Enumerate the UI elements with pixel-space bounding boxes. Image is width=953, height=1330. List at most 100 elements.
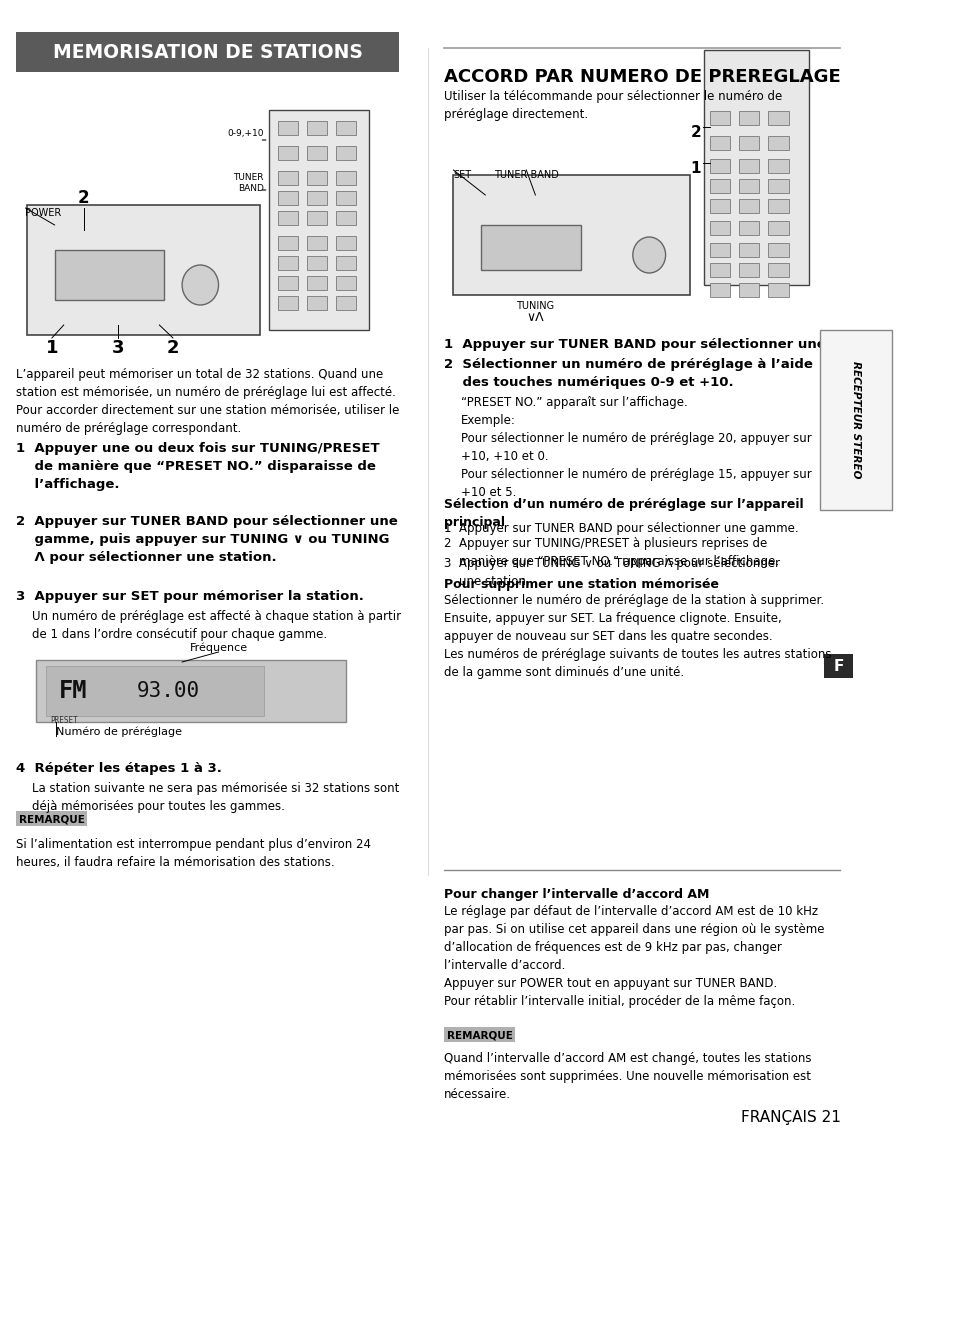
Text: ∨Λ: ∨Λ xyxy=(526,310,543,323)
Bar xyxy=(739,283,759,297)
Bar xyxy=(703,51,808,285)
Text: 3  Appuyer sur TUNING ∨ ou TUNING Λ pour sélectionner
    une station.: 3 Appuyer sur TUNING ∨ ou TUNING Λ pour … xyxy=(444,557,780,588)
Bar xyxy=(307,121,327,136)
Text: 2  Sélectionner un numéro de préréglage à l’aide
    des touches numériques 0-9 : 2 Sélectionner un numéro de préréglage à… xyxy=(444,358,812,388)
Bar xyxy=(768,200,788,213)
Text: REMARQUE: REMARQUE xyxy=(19,814,85,825)
Bar xyxy=(709,160,729,173)
FancyBboxPatch shape xyxy=(444,1027,515,1041)
Bar xyxy=(277,211,297,225)
Bar xyxy=(739,136,759,150)
Text: Fréquence: Fréquence xyxy=(190,642,248,653)
Bar xyxy=(768,160,788,173)
FancyBboxPatch shape xyxy=(823,654,852,678)
Text: MEMORISATION DE STATIONS: MEMORISATION DE STATIONS xyxy=(52,43,362,61)
Bar xyxy=(709,136,729,150)
Text: RECEPTEUR STEREO: RECEPTEUR STEREO xyxy=(850,362,860,479)
Bar xyxy=(277,297,297,310)
Text: L’appareil peut mémoriser un total de 32 stations. Quand une
station est mémoris: L’appareil peut mémoriser un total de 32… xyxy=(16,368,399,435)
Bar xyxy=(36,660,346,722)
Circle shape xyxy=(182,265,218,305)
Bar xyxy=(709,221,729,235)
Bar xyxy=(277,235,297,250)
Text: POWER: POWER xyxy=(26,207,62,218)
Text: 1: 1 xyxy=(690,161,700,176)
Bar xyxy=(768,263,788,277)
Bar xyxy=(739,180,759,193)
Text: 3  Appuyer sur SET pour mémoriser la station.: 3 Appuyer sur SET pour mémoriser la stat… xyxy=(16,591,364,602)
Bar xyxy=(739,200,759,213)
Bar xyxy=(739,110,759,125)
Text: 1  Appuyer sur TUNER BAND pour sélectionner une gamme.: 1 Appuyer sur TUNER BAND pour sélectionn… xyxy=(444,521,798,535)
Text: Pour supprimer une station mémorisée: Pour supprimer une station mémorisée xyxy=(444,579,719,591)
Bar xyxy=(54,250,164,301)
Bar xyxy=(768,243,788,257)
Circle shape xyxy=(632,237,665,273)
Text: ACCORD PAR NUMERO DE PREREGLAGE: ACCORD PAR NUMERO DE PREREGLAGE xyxy=(444,68,841,86)
Bar xyxy=(46,666,264,716)
Text: F: F xyxy=(833,658,842,673)
Text: 0-9,+10: 0-9,+10 xyxy=(228,129,264,137)
Bar xyxy=(768,136,788,150)
Text: 1: 1 xyxy=(46,339,58,356)
Bar xyxy=(335,192,355,205)
Text: 2  Appuyer sur TUNING/PRESET à plusieurs reprises de
    manière que “PRESET NO.: 2 Appuyer sur TUNING/PRESET à plusieurs … xyxy=(444,537,779,568)
Bar xyxy=(307,255,327,270)
Text: SET: SET xyxy=(453,170,471,180)
Bar xyxy=(335,211,355,225)
Bar xyxy=(768,180,788,193)
Bar xyxy=(335,235,355,250)
Text: Sélectionner le numéro de préréglage de la station à supprimer.
Ensuite, appuyer: Sélectionner le numéro de préréglage de … xyxy=(444,595,831,680)
Bar xyxy=(739,263,759,277)
Text: TUNER BAND: TUNER BAND xyxy=(494,170,558,180)
Text: 2: 2 xyxy=(690,125,700,140)
Bar xyxy=(739,221,759,235)
Text: FM: FM xyxy=(58,680,87,704)
Bar xyxy=(277,146,297,160)
Text: Pour changer l’intervalle d’accord AM: Pour changer l’intervalle d’accord AM xyxy=(444,888,709,900)
Text: 2  Appuyer sur TUNER BAND pour sélectionner une
    gamme, puis appuyer sur TUNI: 2 Appuyer sur TUNER BAND pour sélectionn… xyxy=(16,515,397,564)
Text: Quand l’intervalle d’accord AM est changé, toutes les stations
mémorisées sont s: Quand l’intervalle d’accord AM est chang… xyxy=(444,1052,811,1101)
Bar xyxy=(277,277,297,290)
Text: Numéro de préréglage: Numéro de préréglage xyxy=(56,726,182,737)
Text: 93.00: 93.00 xyxy=(136,681,200,701)
Text: La station suivante ne sera pas mémorisée si 32 stations sont
déjà mémorisées po: La station suivante ne sera pas mémorisé… xyxy=(31,782,398,813)
Bar xyxy=(335,255,355,270)
Bar xyxy=(335,146,355,160)
Text: 2: 2 xyxy=(78,189,90,207)
Bar xyxy=(277,121,297,136)
Bar xyxy=(768,110,788,125)
Bar xyxy=(335,277,355,290)
FancyBboxPatch shape xyxy=(16,811,88,826)
Bar xyxy=(709,243,729,257)
Bar xyxy=(480,225,580,270)
Bar xyxy=(277,255,297,270)
Bar xyxy=(768,221,788,235)
Text: Si l’alimentation est interrompue pendant plus d’environ 24
heures, il faudra re: Si l’alimentation est interrompue pendan… xyxy=(16,838,371,868)
Bar xyxy=(709,200,729,213)
Bar xyxy=(28,205,259,335)
Bar xyxy=(335,297,355,310)
Text: TUNING: TUNING xyxy=(516,301,554,311)
Bar xyxy=(739,160,759,173)
Text: FRANÇAIS 21: FRANÇAIS 21 xyxy=(740,1111,840,1125)
Text: PRESET: PRESET xyxy=(50,716,78,725)
Text: REMARQUE: REMARQUE xyxy=(446,1029,513,1040)
Bar xyxy=(453,176,689,295)
Text: Utiliser la télécommande pour sélectionner le numéro de
préréglage directement.: Utiliser la télécommande pour sélectionn… xyxy=(444,90,781,121)
Text: 1  Appuyer sur TUNER BAND pour sélectionner une gamme.: 1 Appuyer sur TUNER BAND pour sélectionn… xyxy=(444,338,890,351)
Bar xyxy=(307,172,327,185)
Text: “PRESET NO.” apparaît sur l’affichage.
Exemple:
Pour sélectionner le numéro de p: “PRESET NO.” apparaît sur l’affichage. E… xyxy=(460,396,811,499)
Bar xyxy=(739,243,759,257)
Bar xyxy=(269,110,369,330)
FancyBboxPatch shape xyxy=(16,32,398,72)
Text: Sélection d’un numéro de préréglage sur l’appareil
principal: Sélection d’un numéro de préréglage sur … xyxy=(444,497,803,528)
Bar xyxy=(307,277,327,290)
Bar xyxy=(307,146,327,160)
Bar xyxy=(709,180,729,193)
Text: Un numéro de préréglage est affecté à chaque station à partir
de 1 dans l’ordre : Un numéro de préréglage est affecté à ch… xyxy=(31,610,400,641)
Bar xyxy=(307,192,327,205)
Bar xyxy=(307,211,327,225)
Bar xyxy=(335,172,355,185)
Bar xyxy=(709,110,729,125)
